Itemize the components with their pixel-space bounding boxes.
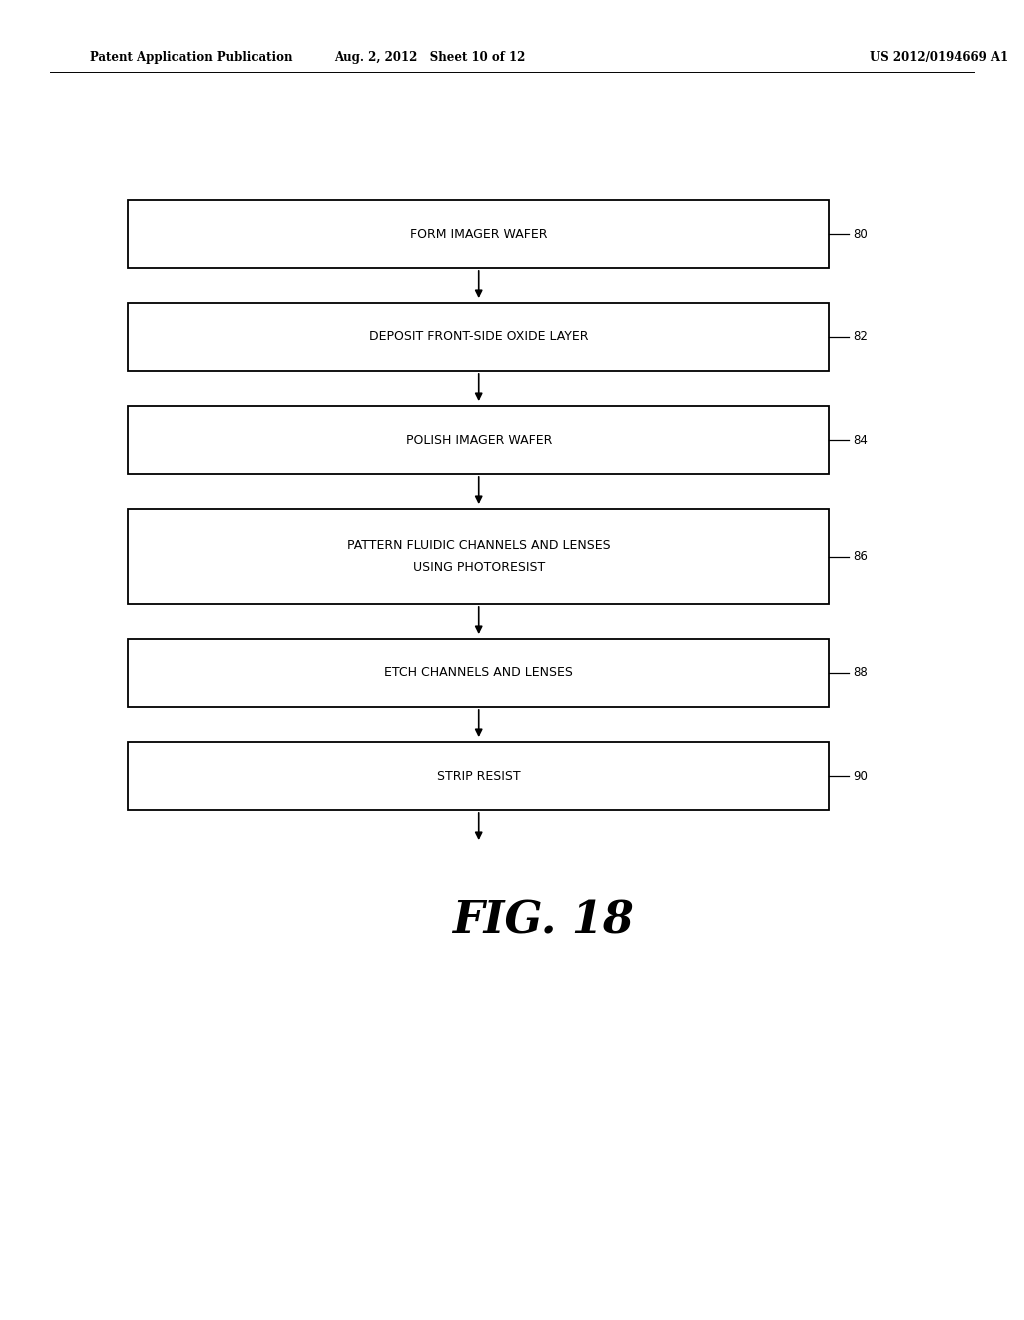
Text: POLISH IMAGER WAFER: POLISH IMAGER WAFER xyxy=(406,433,552,446)
Text: PATTERN FLUIDIC CHANNELS AND LENSES: PATTERN FLUIDIC CHANNELS AND LENSES xyxy=(347,539,610,552)
Text: Aug. 2, 2012   Sheet 10 of 12: Aug. 2, 2012 Sheet 10 of 12 xyxy=(335,50,525,63)
Text: ETCH CHANNELS AND LENSES: ETCH CHANNELS AND LENSES xyxy=(384,667,573,680)
Text: DEPOSIT FRONT-SIDE OXIDE LAYER: DEPOSIT FRONT-SIDE OXIDE LAYER xyxy=(369,330,589,343)
Text: 84: 84 xyxy=(853,433,868,446)
Bar xyxy=(128,304,829,371)
Text: 90: 90 xyxy=(853,770,868,783)
Text: USING PHOTORESIST: USING PHOTORESIST xyxy=(413,561,545,574)
Bar xyxy=(128,639,829,708)
Text: 86: 86 xyxy=(853,550,868,564)
Text: 88: 88 xyxy=(853,667,868,680)
Text: FORM IMAGER WAFER: FORM IMAGER WAFER xyxy=(410,227,548,240)
Text: 82: 82 xyxy=(853,330,868,343)
Text: STRIP RESIST: STRIP RESIST xyxy=(437,770,520,783)
Bar xyxy=(128,742,829,810)
Text: 80: 80 xyxy=(853,227,868,240)
Text: US 2012/0194669 A1: US 2012/0194669 A1 xyxy=(870,50,1008,63)
Bar xyxy=(128,407,829,474)
Bar xyxy=(128,201,829,268)
Text: FIG. 18: FIG. 18 xyxy=(452,900,634,942)
Text: Patent Application Publication: Patent Application Publication xyxy=(90,50,293,63)
Bar xyxy=(128,510,829,605)
